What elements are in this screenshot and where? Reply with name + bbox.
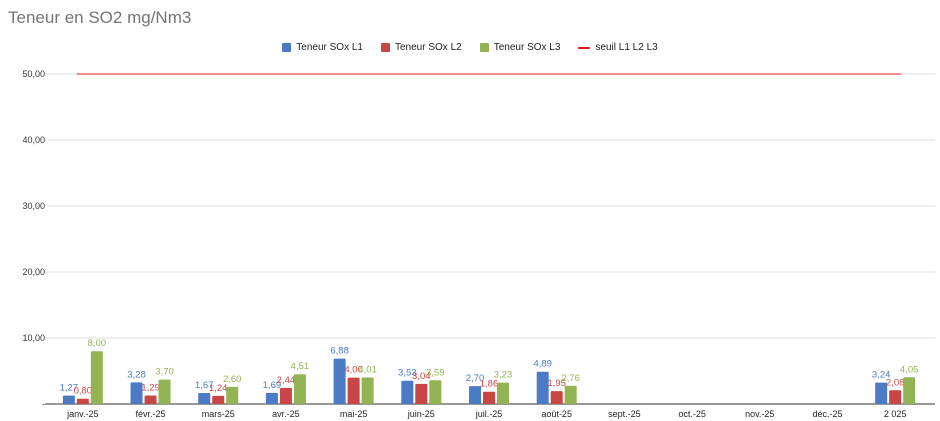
bar (62, 395, 75, 404)
legend-item-l3: Teneur SOx L3 (479, 42, 561, 53)
y-tick-label: 10,00 (22, 333, 45, 343)
data-label: 6,88 (330, 346, 349, 357)
bar (347, 377, 360, 404)
data-label: 4,01 (358, 365, 377, 376)
bar (415, 383, 428, 404)
data-label: 2,44 (277, 375, 296, 386)
bar (144, 395, 157, 404)
x-tick-label: juil.-25 (475, 409, 503, 419)
bar (497, 382, 509, 404)
data-label: 8,00 (88, 338, 107, 349)
data-label: 3,53 (398, 368, 417, 379)
data-label: 0,80 (74, 386, 93, 397)
x-tick-label: juin-25 (407, 409, 435, 419)
legend-item-l2: Teneur SOx L2 (381, 42, 462, 53)
bar (429, 380, 442, 404)
data-label: 3,70 (155, 367, 174, 378)
legend: Teneur SOx L1 Teneur SOx L2 Teneur SOx L… (0, 42, 940, 53)
x-tick-label: févr.-25 (136, 409, 166, 419)
legend-swatch (381, 43, 390, 52)
legend-label: Teneur SOx L2 (395, 42, 462, 53)
data-label: 1,24 (209, 383, 228, 394)
legend-label: seuil L1 L2 L3 (595, 42, 658, 53)
data-label: 2,08 (886, 377, 905, 388)
legend-item-l1: Teneur SOx L1 (282, 42, 363, 53)
legend-swatch (282, 43, 292, 52)
data-label: 4,05 (900, 364, 919, 375)
data-label: 2,60 (223, 374, 242, 385)
legend-swatch (479, 43, 489, 52)
data-label: 4,51 (291, 361, 310, 372)
data-label: 4,89 (533, 359, 552, 370)
legend-label: Teneur SOx L3 (493, 42, 561, 53)
chart-title: Teneur en SO2 mg/Nm3 (8, 8, 192, 27)
data-label: 3,59 (426, 367, 445, 378)
bar (333, 358, 346, 404)
bar (361, 377, 374, 404)
data-label: 1,69 (263, 380, 282, 391)
bar (90, 351, 103, 404)
bar (279, 387, 292, 404)
y-tick-label: 50,00 (22, 69, 45, 79)
bar (903, 377, 916, 404)
x-tick-label: oct.-25 (678, 409, 706, 419)
data-label: 4,00 (344, 365, 363, 376)
y-tick-label: 20,00 (22, 267, 45, 277)
x-tick-label: mai-25 (340, 409, 368, 419)
data-label: 1,95 (547, 378, 566, 389)
bar (483, 391, 495, 404)
bar (564, 385, 577, 404)
x-tick-label: déc.-25 (812, 409, 842, 419)
data-label: 2,76 (561, 373, 580, 384)
bar (130, 382, 143, 404)
data-label: 3,23 (494, 370, 513, 381)
data-label: 1,67 (195, 380, 214, 391)
bar (536, 371, 549, 404)
legend-item-threshold: seuil L1 L2 L3 (578, 42, 658, 53)
data-label: 3,04 (412, 371, 431, 382)
bar (158, 379, 171, 404)
data-label: 2,70 (466, 373, 485, 384)
y-tick-label: - (42, 399, 45, 409)
x-tick-label: nov.-25 (745, 409, 774, 419)
legend-label: Teneur SOx L1 (296, 42, 363, 53)
bar (76, 398, 89, 404)
bar (212, 395, 225, 404)
bar (875, 382, 888, 404)
x-tick-label: mars-25 (202, 409, 235, 419)
bar (401, 380, 414, 404)
bar (889, 390, 902, 404)
x-tick-label: août-25 (541, 409, 572, 419)
bar (198, 392, 211, 404)
y-tick-label: 40,00 (22, 135, 45, 145)
bar (226, 386, 239, 404)
bar (293, 374, 306, 404)
bar (265, 392, 278, 404)
x-tick-label: avr.-25 (272, 409, 300, 419)
data-label: 3,24 (872, 370, 891, 381)
y-tick-label: 30,00 (22, 201, 45, 211)
data-label: 1,27 (60, 383, 79, 394)
legend-line (578, 46, 591, 49)
data-label: 3,28 (127, 369, 146, 380)
data-label: 1,29 (141, 382, 160, 393)
x-tick-label: janv.-25 (66, 409, 98, 419)
data-label: 1,86 (480, 379, 499, 390)
bar (550, 391, 563, 404)
x-tick-label: sept.-25 (608, 409, 641, 419)
x-tick-label: 2 025 (884, 409, 907, 419)
bar (469, 386, 481, 404)
